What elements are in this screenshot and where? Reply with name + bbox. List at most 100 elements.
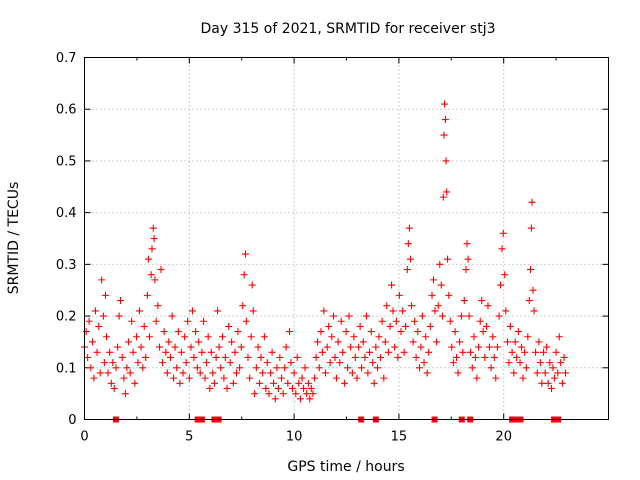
data-point [187,343,195,351]
data-point [400,348,408,356]
data-point [506,322,514,330]
data-point [372,343,380,351]
data-point [270,379,278,387]
data-point [436,260,444,268]
data-point [151,276,159,284]
data-point [442,157,450,165]
data-point [120,374,128,382]
y-tick-label: 0.2 [56,310,77,325]
data-point [453,353,461,361]
data-point [276,353,284,361]
data-point [209,369,217,377]
data-point [552,348,560,356]
y-tick-label: 0 [68,413,76,428]
data-point [135,307,143,315]
data-point [470,333,478,341]
data-point [376,353,384,361]
data-point [300,384,308,392]
data-point [544,379,552,387]
data-point [298,374,306,382]
data-point [104,369,112,377]
y-axis-label: SRMTID / TECUs [6,182,22,295]
data-point [131,379,139,387]
data-point [386,322,394,330]
data-point [528,198,536,206]
data-point [114,343,122,351]
data-point [383,302,391,310]
data-point [532,348,540,356]
data-point [364,369,372,377]
data-point [350,333,358,341]
data-point [444,255,452,263]
data-point [358,364,366,372]
data-point [441,116,449,124]
data-point [356,322,364,330]
data-point [425,348,433,356]
data-point [510,369,518,377]
data-points [81,100,570,403]
data-point [445,291,453,299]
data-point [489,333,497,341]
data-point [142,353,150,361]
chart-title: Day 315 of 2021, SRMTID for receiver stj… [201,21,496,37]
data-point [292,390,300,398]
data-point [326,359,334,367]
data-point [524,333,532,341]
data-point [546,359,554,367]
data-point [513,353,521,361]
data-point [497,281,505,289]
data-point [406,255,414,263]
data-point [459,348,467,356]
data-point [366,348,374,356]
data-point [100,359,108,367]
data-point [426,322,434,330]
data-point [279,390,287,398]
data-point [267,369,275,377]
data-point [132,333,140,341]
data-point [511,338,519,346]
data-point [473,374,481,382]
data-point [274,384,282,392]
data-point [420,359,428,367]
data-point [490,353,498,361]
data-point [541,369,549,377]
data-point [84,353,92,361]
data-point [207,348,215,356]
data-point [147,271,155,279]
x-tick-label: 5 [185,430,193,445]
data-point [380,374,388,382]
data-point [516,359,524,367]
data-point [535,338,543,346]
data-point [446,317,454,325]
data-point [560,353,568,361]
data-point [140,322,148,330]
data-point [196,369,204,377]
x-tick-label: 0 [80,430,88,445]
data-point [389,307,397,315]
data-point [499,229,507,237]
data-point [241,250,249,258]
data-point [263,359,271,367]
data-point [242,317,250,325]
y-tick-label: 0.1 [56,361,77,376]
data-point [495,312,503,320]
data-point [478,297,486,305]
data-point [204,333,212,341]
data-point [257,353,265,361]
data-point [519,374,527,382]
data-point [395,291,403,299]
data-point [437,281,445,289]
data-point [103,333,111,341]
data-point [505,359,513,367]
data-point [423,369,431,377]
data-point [562,369,570,377]
data-point [285,328,293,336]
data-point [463,240,471,248]
data-point [109,359,117,367]
data-point [439,193,447,201]
data-point [139,364,147,372]
data-point [106,348,114,356]
data-point [182,359,190,367]
data-point [403,266,411,274]
data-point [150,235,158,242]
